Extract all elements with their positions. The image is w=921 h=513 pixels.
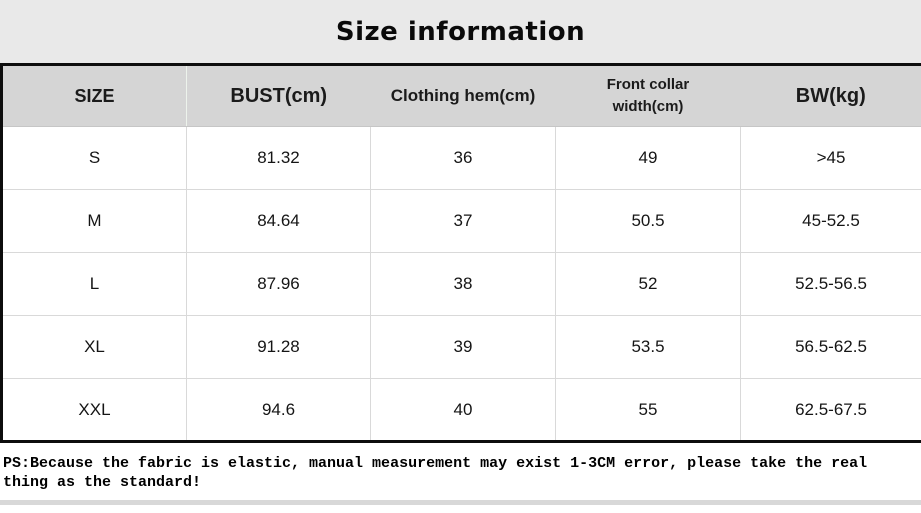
table-cell-hem: 39 (370, 315, 556, 379)
table-cell-collar: 49 (555, 126, 741, 190)
table-cell-bust: 87.96 (186, 252, 371, 316)
title-band: Size information (0, 0, 921, 63)
table-cell-bw: 62.5-67.5 (740, 378, 921, 442)
table-cell-collar: 53.5 (555, 315, 741, 379)
table-cell-bw: 52.5-56.5 (740, 252, 921, 316)
table-cell-size: L (1, 252, 187, 316)
table-cell-collar: 50.5 (555, 189, 741, 253)
table-row-xxl: XXL 94.6 40 55 62.5-67.5 (1, 378, 921, 442)
table-cell-bust: 84.64 (186, 189, 371, 253)
table-cell-bw: 56.5-62.5 (740, 315, 921, 379)
table-cell-collar: 52 (555, 252, 741, 316)
column-header-bust: BUST(cm) (186, 64, 371, 127)
table-row-m: M 84.64 37 50.5 45-52.5 (1, 189, 921, 253)
table-row-s: S 81.32 36 49 >45 (1, 126, 921, 190)
column-header-bw: BW(kg) (740, 64, 921, 127)
column-header-size: SIZE (1, 64, 187, 127)
column-header-clothing-hem: Clothing hem(cm) (370, 64, 556, 127)
table-cell-hem: 38 (370, 252, 556, 316)
table-cell-bust: 91.28 (186, 315, 371, 379)
table-row-xl: XL 91.28 39 53.5 56.5-62.5 (1, 315, 921, 379)
table-cell-size: XL (1, 315, 187, 379)
table-cell-size: M (1, 189, 187, 253)
column-header-front-collar-width: Front collar width(cm) (555, 64, 741, 127)
table-cell-bust: 81.32 (186, 126, 371, 190)
table-cell-hem: 40 (370, 378, 556, 442)
table-cell-hem: 36 (370, 126, 556, 190)
page-title: Size information (335, 16, 586, 47)
bottom-strip (0, 500, 921, 505)
header-row: SIZE BUST(cm) Clothing hem(cm) Front col… (1, 64, 921, 127)
table-cell-hem: 37 (370, 189, 556, 253)
table-cell-bust: 94.6 (186, 378, 371, 442)
footer-note: PS:Because the fabric is elastic, manual… (0, 443, 900, 500)
size-table: SIZE BUST(cm) Clothing hem(cm) Front col… (0, 63, 921, 443)
table-cell-size: XXL (1, 378, 187, 442)
table-cell-bw: 45-52.5 (740, 189, 921, 253)
table-cell-bw: >45 (740, 126, 921, 190)
table-cell-size: S (1, 126, 187, 190)
table-cell-collar: 55 (555, 378, 741, 442)
table-row-l: L 87.96 38 52 52.5-56.5 (1, 252, 921, 316)
